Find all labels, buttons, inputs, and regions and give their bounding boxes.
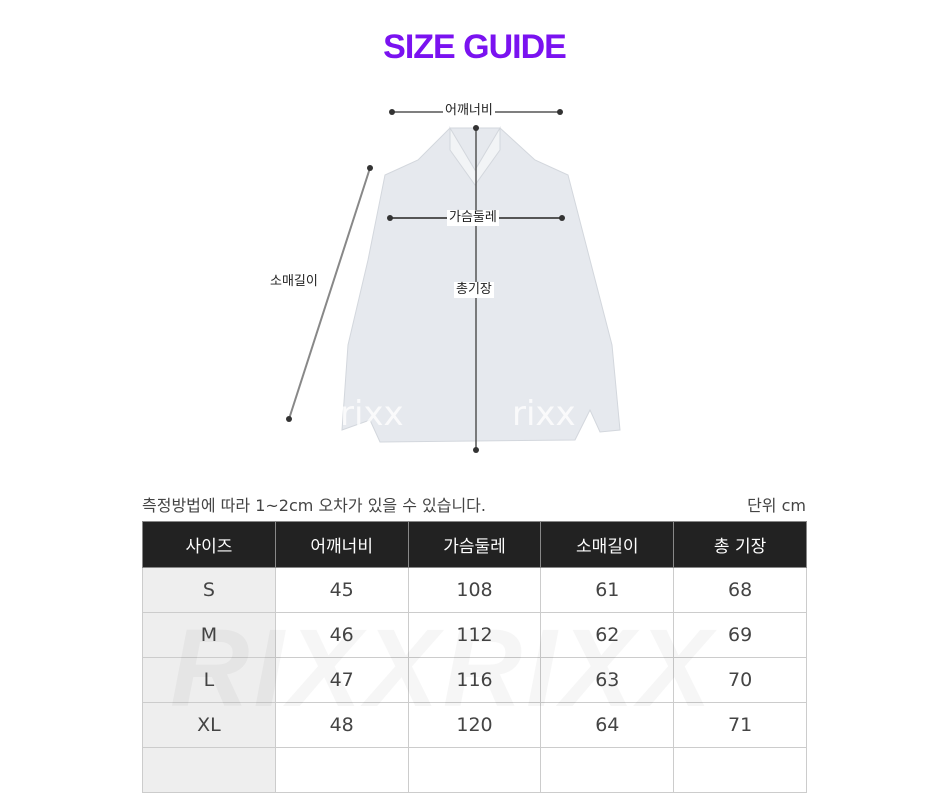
table-row: S 45 108 61 68	[142, 567, 807, 613]
header-length: 총 기장	[673, 521, 807, 568]
cell: 116	[407, 657, 542, 703]
table-row: XL 48 120 64 71	[142, 702, 807, 748]
header-shoulder: 어깨너비	[274, 521, 409, 568]
measurement-note: 측정방법에 따라 1~2cm 오차가 있을 수 있습니다.	[142, 496, 486, 515]
page-title: SIZE GUIDE	[383, 28, 567, 66]
cell: 61	[540, 567, 675, 613]
cell: 68	[673, 567, 807, 613]
cell: L	[142, 657, 276, 703]
cell	[540, 747, 675, 793]
shirt-diagram: rixx rixx	[286, 109, 621, 453]
cell: 112	[407, 612, 542, 658]
table-row	[142, 747, 807, 793]
sleeve-line	[288, 167, 371, 420]
cell: 46	[274, 612, 409, 658]
cell: 64	[540, 702, 675, 748]
cell	[142, 747, 276, 793]
table-row: L 47 116 63 70	[142, 657, 807, 703]
cell	[673, 747, 807, 793]
size-table: 사이즈 어깨너비 가슴둘레 소매길이 총 기장 S 45 108 61 68 M 46 11…	[142, 521, 807, 793]
header-chest: 가슴둘레	[407, 521, 542, 568]
unit-label: 단위 cm	[747, 496, 806, 515]
label-sleeve: 소매길이	[268, 274, 320, 290]
cell: XL	[142, 702, 276, 748]
cell	[274, 747, 409, 793]
cell	[407, 747, 542, 793]
label-length: 총기장	[454, 282, 494, 298]
cell: S	[142, 567, 276, 613]
cell: 108	[407, 567, 542, 613]
cell: 62	[540, 612, 675, 658]
header-sleeve: 소매길이	[540, 521, 675, 568]
cell: 47	[274, 657, 409, 703]
header-size: 사이즈	[142, 521, 276, 568]
label-chest: 가슴둘레	[447, 210, 499, 226]
table-header: 사이즈 어깨너비 가슴둘레 소매길이 총 기장	[142, 521, 807, 568]
cell: 120	[407, 702, 542, 748]
table-row: M 46 112 62 69	[142, 612, 807, 658]
watermark-right: rixx	[512, 394, 576, 434]
cell: 48	[274, 702, 409, 748]
cell: 69	[673, 612, 807, 658]
cell: M	[142, 612, 276, 658]
cell: 45	[274, 567, 409, 613]
cell: 63	[540, 657, 675, 703]
cell: 71	[673, 702, 807, 748]
watermark-left: rixx	[340, 394, 404, 434]
label-shoulder: 어깨너비	[443, 103, 495, 119]
cell: 70	[673, 657, 807, 703]
